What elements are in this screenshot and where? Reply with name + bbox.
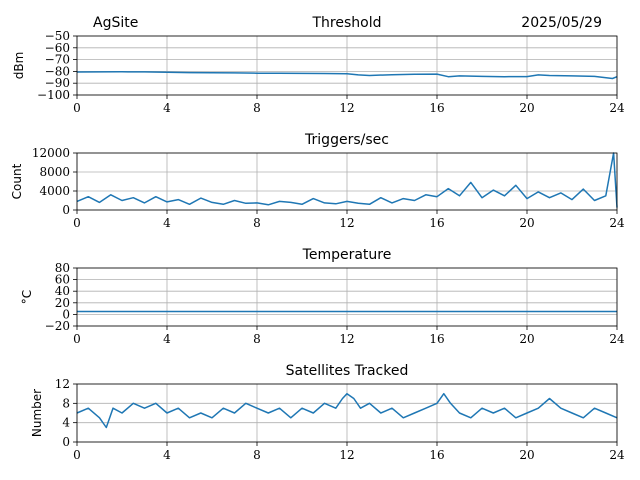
x-tick-label: 8 <box>253 332 261 346</box>
x-tick-label: 20 <box>519 448 534 462</box>
x-tick-label: 20 <box>519 332 534 346</box>
y-tick-label: 40 <box>55 284 70 298</box>
x-tick-label: 4 <box>163 448 171 462</box>
date-label: 2025/05/29 <box>521 15 602 31</box>
y-axis-label: Count <box>10 163 24 199</box>
y-tick-label: −90 <box>45 76 70 90</box>
y-tick-label: 0 <box>62 307 70 321</box>
y-tick-label: 8000 <box>39 165 70 179</box>
chart-panels: 0 4 8 12 16 20 24 −100−90−80−70−60−50 Threshold d… <box>10 15 625 462</box>
y-tick-label: −100 <box>37 88 70 102</box>
chart-title: Temperature <box>302 247 392 263</box>
y-tick-label: −50 <box>45 29 70 43</box>
y-tick-label: 80 <box>55 261 70 275</box>
x-tick-label: 8 <box>253 216 261 230</box>
series-line <box>76 152 618 208</box>
y-tick-label: −80 <box>45 64 70 78</box>
chart-title: Threshold <box>312 15 382 31</box>
x-tick-label: 12 <box>339 216 354 230</box>
y-tick-label: 4 <box>62 416 70 430</box>
x-tick-label: 12 <box>339 332 354 346</box>
x-tick-label: 0 <box>73 448 81 462</box>
x-tick-label: 24 <box>609 448 625 462</box>
x-tick-label: 0 <box>73 332 81 346</box>
x-tick-label: 12 <box>339 101 354 115</box>
x-tick-label: 0 <box>73 216 81 230</box>
y-tick-label: 0 <box>62 435 70 449</box>
y-axis-label: °C <box>20 290 34 304</box>
y-tick-label: −20 <box>45 319 70 333</box>
y-axis-label: dBm <box>12 52 26 80</box>
series-line <box>76 392 618 429</box>
x-tick-label: 8 <box>253 101 261 115</box>
x-tick-label: 16 <box>429 101 444 115</box>
x-tick-label: 4 <box>163 101 171 115</box>
y-tick-label: 60 <box>55 273 70 287</box>
x-tick-label: 20 <box>519 216 534 230</box>
x-tick-label: 24 <box>609 101 625 115</box>
x-tick-label: 16 <box>429 448 444 462</box>
panel-1: 0 4 8 12 16 20 24 −100−90−80−70−60−50 Threshold d… <box>12 15 625 115</box>
panel-4: 0 4 8 12 16 20 24 0 4 8 12 Satellites Tracked Number <box>30 363 625 462</box>
y-tick-label: 12000 <box>32 146 70 160</box>
series-line <box>76 71 618 80</box>
panel-2: 0 4 8 12 16 20 24 0 4000 8000 12000 Triggers/sec Cou… <box>10 132 625 230</box>
x-tick-label: 20 <box>519 101 534 115</box>
x-tick-label: 4 <box>163 216 171 230</box>
x-tick-label: 12 <box>339 448 354 462</box>
y-tick-label: −60 <box>45 41 70 55</box>
y-tick-label: 0 <box>62 203 70 217</box>
y-tick-label: −70 <box>45 53 70 67</box>
x-tick-label: 24 <box>609 332 625 346</box>
y-tick-label: 8 <box>62 396 70 410</box>
x-tick-label: 8 <box>253 448 261 462</box>
chart-title: Triggers/sec <box>304 132 389 148</box>
y-axis-label: Number <box>30 389 44 437</box>
x-tick-label: 0 <box>73 101 81 115</box>
y-tick-label: 20 <box>55 296 70 310</box>
x-tick-label: 16 <box>429 332 444 346</box>
x-tick-label: 4 <box>163 332 171 346</box>
y-tick-label: 12 <box>55 377 70 391</box>
y-tick-label: 4000 <box>39 184 70 198</box>
site-label: AgSite <box>93 15 138 31</box>
x-tick-label: 24 <box>609 216 625 230</box>
chart-title: Satellites Tracked <box>286 363 409 379</box>
x-tick-label: 16 <box>429 216 444 230</box>
